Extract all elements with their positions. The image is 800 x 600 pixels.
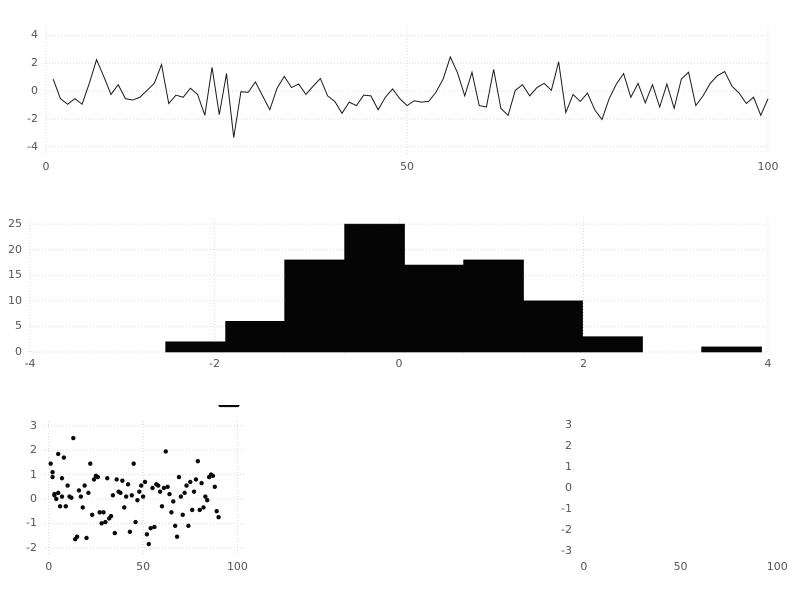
y-tick-label: 0 <box>565 481 572 494</box>
x-tick-label: 0 <box>580 560 588 573</box>
x-tick-label: -4 <box>24 357 36 370</box>
x-tick-label: 100 <box>226 560 248 573</box>
scatter-canvas <box>45 405 245 555</box>
x-tick-label: 0 <box>45 560 53 573</box>
y-tick-label: -1 <box>26 516 37 530</box>
y-tick-label: 2 <box>30 443 37 457</box>
y-tick-label: 3 <box>565 418 572 432</box>
x-tick-label: 50 <box>400 160 414 173</box>
y-tick-label: 4 <box>31 28 38 42</box>
panel-histogram: 0 5 10 15 20 25 -4 -2 0 2 4 <box>0 200 800 385</box>
y-tick-label: -1 <box>561 501 572 515</box>
y-tick-label: 10 <box>8 293 22 307</box>
x-tick-label: 100 <box>766 560 788 573</box>
y-tick-label: 1 <box>565 460 572 474</box>
y-tick-label: 15 <box>8 268 22 282</box>
x-tick-label: -2 <box>209 357 220 370</box>
panel-line-plot: -4 -2 0 2 4 0 50 100 <box>0 0 800 185</box>
x-tick-label: 2 <box>580 357 587 370</box>
y-tick-label: -2 <box>26 540 37 554</box>
y-tick-label: -3 <box>561 543 572 557</box>
y-tick-label: 2 <box>565 439 572 453</box>
y-tick-label: 1 <box>30 467 37 481</box>
y-tick-label: 0 <box>30 491 37 505</box>
x-tick-label: 50 <box>673 560 688 573</box>
panel-step-plot: -3 -2 -1 0 1 2 3 0 50 100 <box>270 405 788 600</box>
y-tick-label: 20 <box>8 242 22 256</box>
x-tick-label: 0 <box>42 160 50 173</box>
panel-scatter: -2 -1 0 1 2 3 0 50 100 <box>0 405 270 600</box>
histogram-canvas <box>29 219 769 353</box>
x-tick-label: 50 <box>136 560 151 573</box>
y-tick-label: 0 <box>31 84 38 97</box>
line-plot-canvas <box>45 27 769 155</box>
x-tick-label: 0 <box>395 357 403 370</box>
y-tick-label: 25 <box>8 217 22 231</box>
step-plot-canvas <box>270 405 540 600</box>
x-tick-label: 4 <box>764 357 772 370</box>
y-tick-label: 3 <box>30 418 37 432</box>
x-tick-label: 100 <box>757 160 779 173</box>
y-tick-label: 0 <box>15 345 22 358</box>
panel-stem-plot: -2-10123050100150 <box>540 405 800 600</box>
stem-plot-canvas <box>540 405 800 600</box>
y-tick-label: 2 <box>31 56 38 70</box>
y-tick-label: 5 <box>15 319 22 333</box>
y-tick-label: -4 <box>27 139 38 153</box>
y-tick-label: -2 <box>27 111 38 125</box>
y-tick-label: -2 <box>561 522 572 536</box>
